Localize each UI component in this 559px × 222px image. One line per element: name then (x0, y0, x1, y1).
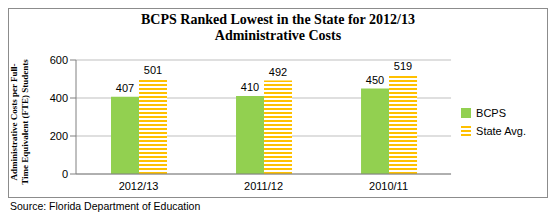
svg-text:0: 0 (62, 168, 68, 180)
html-text:Source: Florida Department of: Source: Florida Department of Education (10, 200, 201, 212)
svg-text:450: 450 (366, 74, 384, 86)
html-text:Administrative Costs per Full-: Administrative Costs per Full-Time Equiv… (9, 59, 30, 185)
html-text:State Avg.: State Avg. (476, 125, 526, 137)
svg-text:492: 492 (269, 66, 287, 78)
svg-text:400: 400 (50, 92, 68, 104)
svg-text:600: 600 (50, 54, 68, 66)
svg-text:410: 410 (241, 81, 259, 93)
svg-text:200: 200 (50, 130, 68, 142)
svg-text:2010/11: 2010/11 (369, 180, 408, 192)
html-text:BCPS: BCPS (476, 107, 506, 119)
svg-text:501: 501 (144, 64, 162, 76)
html-text:BCPS Ranked Lowest in the Stat: BCPS Ranked Lowest in the State for 2012… (141, 12, 415, 43)
svg-text:2011/12: 2011/12 (244, 180, 283, 192)
svg-text:519: 519 (394, 60, 412, 72)
svg-text:2012/13: 2012/13 (119, 180, 159, 192)
svg-text:407: 407 (116, 82, 134, 94)
